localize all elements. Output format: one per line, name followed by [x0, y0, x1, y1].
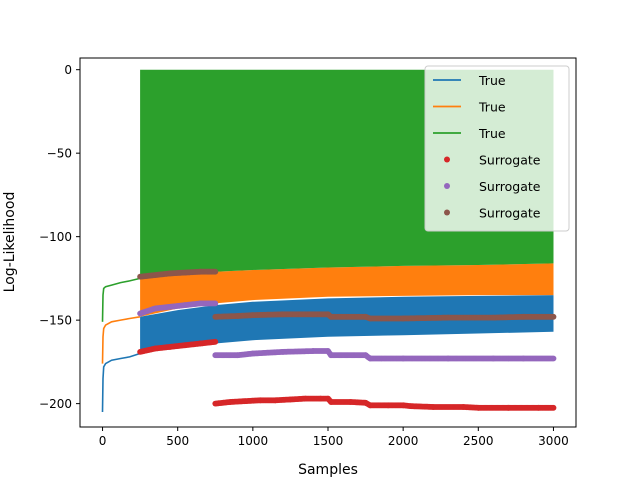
y-tick-label: −150 — [39, 314, 72, 328]
y-axis-label: Log-Likelihood — [2, 192, 18, 293]
marker-point — [212, 268, 219, 275]
series-line-1 — [101, 316, 141, 364]
legend-item: Surrogate — [444, 206, 541, 221]
marker-point — [212, 338, 219, 345]
legend-item: True — [433, 100, 506, 115]
legend-item: Surrogate — [444, 179, 541, 194]
x-axis: 0 500 1000 1500 2000 2500 3000 — [99, 427, 569, 448]
legend-label: Surrogate — [479, 153, 541, 168]
legend-label: True — [478, 73, 506, 88]
legend-item: True — [433, 73, 506, 88]
series-band-1 — [140, 263, 554, 317]
marker-point — [212, 300, 219, 307]
legend-item: Surrogate — [444, 153, 541, 168]
y-tick-label: −50 — [47, 147, 72, 161]
y-tick-label: −200 — [39, 397, 72, 411]
x-axis-label: Samples — [298, 462, 358, 478]
x-tick-label: 3000 — [538, 434, 569, 448]
x-tick-label: 1000 — [238, 434, 269, 448]
marker-point — [550, 313, 557, 320]
legend-item: True — [433, 126, 506, 141]
marker-point — [550, 355, 557, 362]
legend-label: True — [478, 100, 506, 115]
y-tick-label: −100 — [39, 230, 72, 244]
x-tick-label: 2500 — [463, 434, 494, 448]
x-tick-label: 1500 — [313, 434, 344, 448]
series-markers-5 — [137, 268, 557, 322]
series-band-0 — [140, 295, 554, 354]
legend: True True True Surrogate Surrogate Surrogate — [424, 65, 570, 232]
legend-marker-swatch — [444, 183, 450, 189]
x-tick-label: 2000 — [388, 434, 419, 448]
series-line-2 — [101, 277, 141, 322]
marker-point — [550, 404, 557, 411]
legend-marker-swatch — [444, 156, 450, 163]
series-line-0 — [101, 352, 141, 413]
legend-label: True — [478, 126, 506, 141]
x-tick-label: 500 — [166, 434, 189, 448]
series-markers-3 — [137, 338, 557, 411]
legend-label: Surrogate — [479, 179, 541, 194]
x-tick-label: 0 — [99, 434, 107, 448]
y-tick-label: 0 — [64, 63, 72, 77]
y-axis: 0 −50 −100 −150 −200 — [39, 63, 80, 411]
legend-marker-swatch — [444, 209, 450, 216]
series-markers-4 — [137, 300, 557, 362]
legend-label: Surrogate — [479, 206, 541, 221]
